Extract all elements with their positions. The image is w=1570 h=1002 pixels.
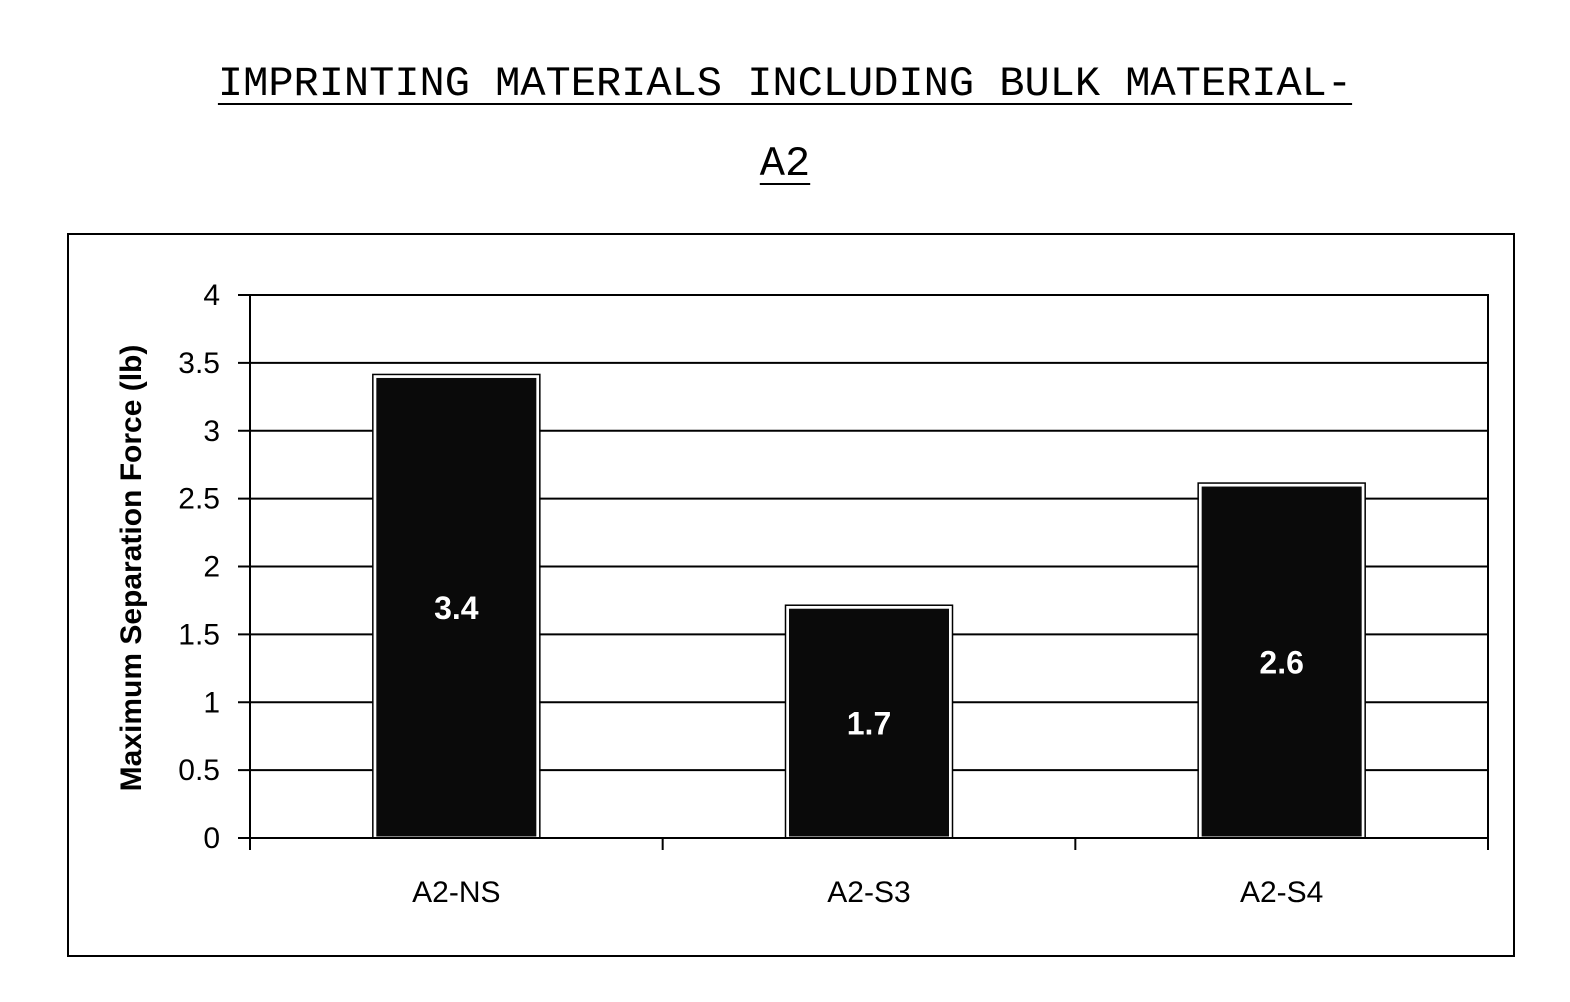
y-tick-label: 3.5	[178, 347, 220, 380]
bar	[373, 374, 540, 840]
bars	[372, 373, 1366, 840]
bar-data-label: 2.6	[1259, 645, 1303, 681]
chart-frame	[67, 233, 1515, 957]
x-category-label: A2-NS	[412, 876, 500, 909]
y-tick-label: 1.5	[178, 618, 220, 651]
y-tick-label: 4	[203, 279, 220, 312]
y-tick-label: 2.5	[178, 483, 220, 516]
y-tick-label: 1	[203, 686, 220, 719]
chart-title-line1: IMPRINTING MATERIALS INCLUDING BULK MATE…	[217, 60, 1353, 108]
y-tick-label: 3	[203, 415, 220, 448]
y-tick-label: 0.5	[178, 754, 220, 787]
bar-data-label: 3.4	[434, 590, 479, 626]
bar	[1198, 483, 1365, 840]
y-tick-label: 2	[203, 551, 220, 584]
y-axis-title: Maximum Separation Force (lb)	[115, 345, 148, 792]
axes	[238, 294, 1489, 850]
bar-data-label: 1.7	[847, 706, 891, 742]
x-category-label: A2-S4	[1240, 876, 1323, 909]
x-category-label: A2-S3	[827, 876, 910, 909]
y-tick-label: 0	[203, 822, 220, 855]
bar	[785, 605, 953, 840]
chart-title-line2: A2	[759, 140, 811, 188]
labels: 0 0.5 1 1.5 2 2.5 3 3.5 4 A2-NS A2-S3 A2-S4 3.4 1.7 2.…	[178, 279, 1323, 909]
